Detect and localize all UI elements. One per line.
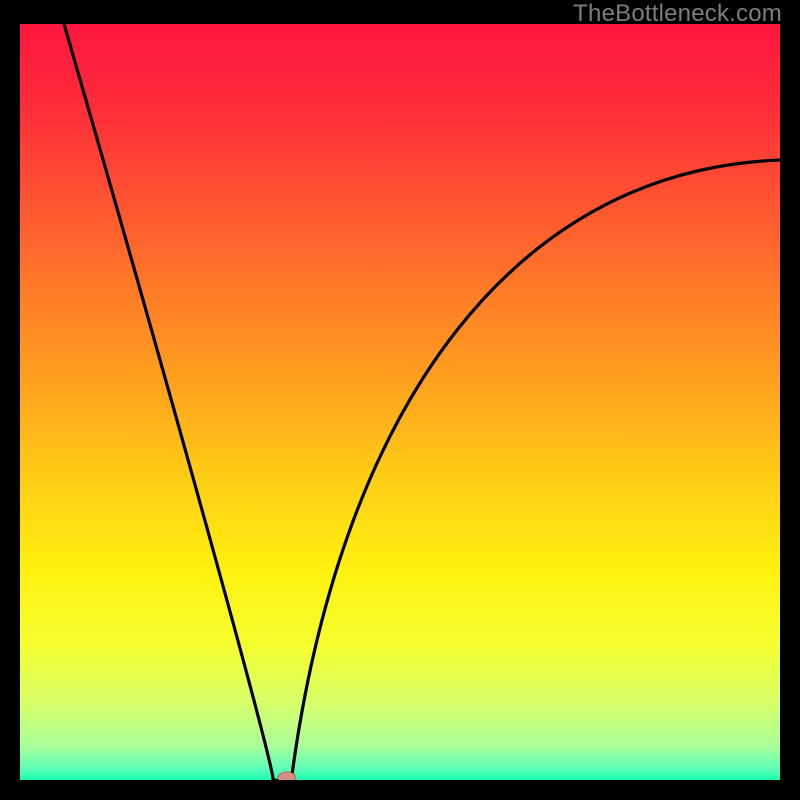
chart-frame: TheBottleneck.com	[0, 0, 800, 800]
watermark-text: TheBottleneck.com	[573, 0, 782, 28]
min-marker	[278, 772, 295, 780]
plot-area	[20, 24, 780, 780]
chart-svg	[20, 24, 780, 780]
chart-background	[20, 24, 780, 780]
